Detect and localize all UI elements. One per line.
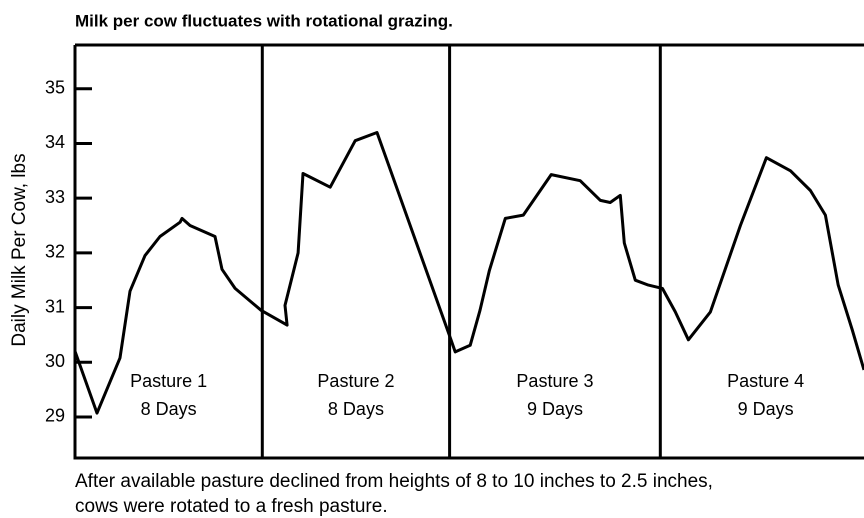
pasture-label: Pasture 3 [516,371,593,391]
y-tick-label: 33 [45,187,65,207]
y-tick-label: 30 [45,351,65,371]
pasture-duration: 8 Days [141,399,197,419]
pasture-label: Pasture 4 [727,371,804,391]
y-tick-label: 29 [45,406,65,426]
caption: cows were rotated to a fresh pasture. [75,496,388,517]
pasture-duration: 9 Days [738,399,794,419]
y-tick-label: 35 [45,78,65,98]
plot-frame [73,43,864,460]
pasture-duration: 9 Days [527,399,583,419]
pasture-label: Pasture 2 [317,371,394,391]
chart-title: Milk per cow fluctuates with rotational … [75,11,453,30]
pasture-duration: 8 Days [328,399,384,419]
caption: After available pasture declined from he… [75,471,713,492]
line-series [73,131,864,415]
y-tick-label: 32 [45,242,65,262]
y-tick-label: 31 [45,296,65,316]
y-axis-label: Daily Milk Per Cow, lbs [9,153,30,346]
y-tick-label: 34 [45,132,65,152]
pasture-label: Pasture 1 [130,371,207,391]
